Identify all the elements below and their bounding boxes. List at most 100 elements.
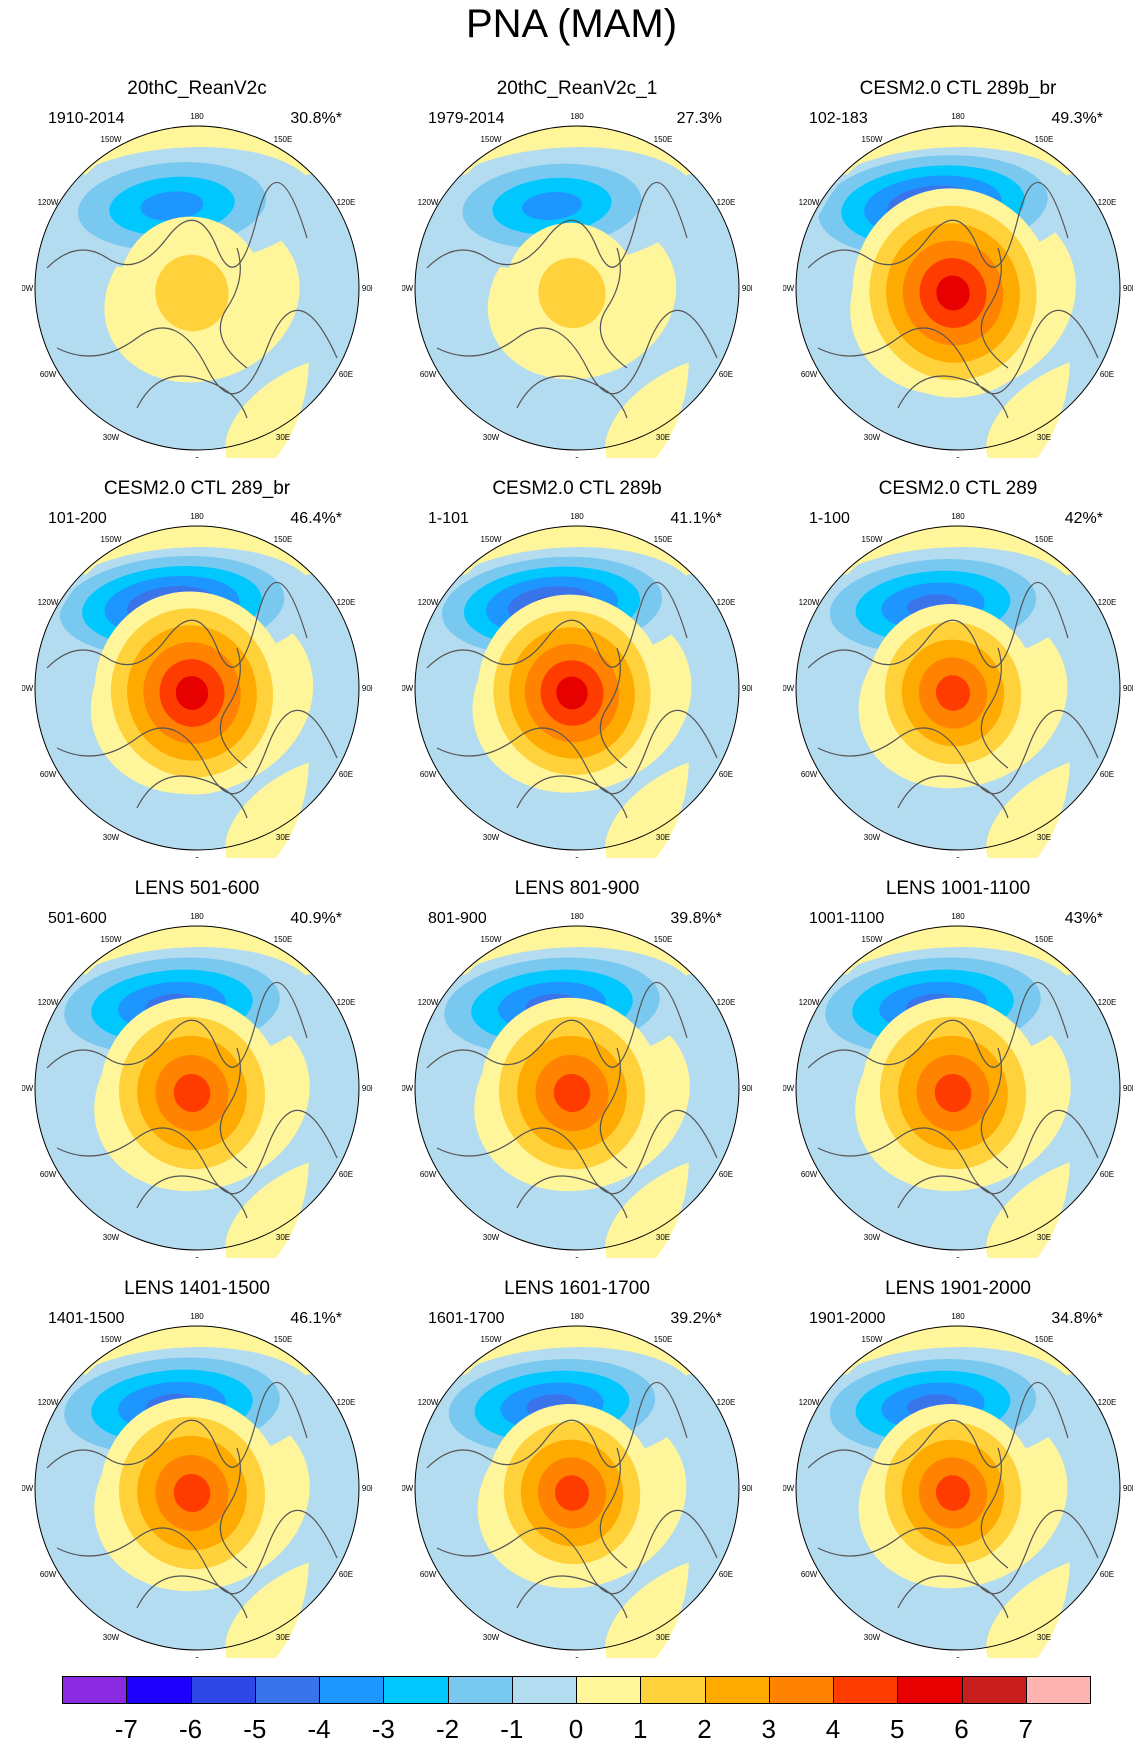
panel-period: 1601-1700 [428, 1310, 505, 1327]
longitude-label: 60W [801, 1570, 818, 1579]
coastline [426, 981, 718, 1219]
longitude-label: 90W [783, 684, 795, 693]
map-panel: 180 150E 120E 90E 60E 30E 0 30W 60W 90W 120W 150W CE… [783, 478, 1133, 858]
map-panel: 180 150E 120E 90E 60E 30E 0 30W 60W 90W 120W 150W 20… [22, 78, 372, 458]
colorbar-segment [447, 1676, 513, 1704]
longitude-label: 90W [22, 1484, 34, 1493]
longitude-label: 180 [190, 912, 204, 921]
longitude-label: 90E [1123, 684, 1133, 693]
colorbar-tick-label: 2 [697, 1714, 712, 1744]
longitude-label: 60E [719, 370, 733, 379]
longitude-label: 90W [783, 1484, 795, 1493]
polar-map: 180 150E 120E 90E 60E 30E 0 30W 60W 90W 120W 150W [402, 912, 752, 1258]
polar-map: 180 150E 120E 90E 60E 30E 0 30W 60W 90W 120W 150W [402, 512, 752, 858]
longitude-label: 0 [195, 1256, 200, 1258]
negative-anomaly-center [140, 191, 204, 221]
longitude-label: 0 [956, 856, 961, 858]
longitude-label: 150E [654, 935, 673, 944]
panel-title: CESM2.0 CTL 289 [878, 478, 1038, 499]
polar-map: 180 150E 120E 90E 60E 30E 0 30W 60W 90W 120W 150W [402, 112, 752, 458]
longitude-label: 30E [276, 1233, 290, 1242]
colorbar-segment [62, 1676, 128, 1704]
longitude-label: 30W [864, 1633, 881, 1642]
panel-variance-percent: 46.1%* [290, 1310, 342, 1327]
panel-variance-percent: 39.2%* [670, 1310, 722, 1327]
panel-period: 1001-1100 [809, 910, 885, 927]
polar-map: 180 150E 120E 90E 60E 30E 0 30W 60W 90W 120W 150W [783, 912, 1133, 1258]
longitude-label: 150W [862, 535, 883, 544]
colorbar-segment [511, 1676, 577, 1704]
map-border [34, 125, 360, 451]
longitude-label: 120E [337, 198, 356, 207]
longitude-label: 150E [274, 535, 293, 544]
longitude-label: 120W [418, 1398, 439, 1407]
map-panel: 180 150E 120E 90E 60E 30E 0 30W 60W 90W 120W 150W LE… [22, 878, 372, 1258]
coastline [46, 981, 338, 1219]
positive-anomaly-center [936, 275, 970, 311]
panel-period: 1-100 [809, 510, 850, 527]
longitude-label: 120W [418, 598, 439, 607]
panel-period: 102-183 [809, 110, 868, 127]
figure-title: PNA (MAM) [465, 2, 678, 46]
polar-map: 180 150E 120E 90E 60E 30E 0 30W 60W 90W 120W 150W [783, 1312, 1133, 1658]
colorbar-tick-label: -7 [114, 1714, 138, 1744]
longitude-label: 60W [801, 1170, 818, 1179]
longitude-label: 120E [1098, 998, 1117, 1007]
longitude-label: 90W [22, 1084, 34, 1093]
colorbar-tick-label: -4 [307, 1714, 331, 1744]
coastline [807, 1381, 1099, 1619]
longitude-label: 120E [717, 1398, 736, 1407]
longitude-label: 120E [717, 598, 736, 607]
polar-map: 180 150E 120E 90E 60E 30E 0 30W 60W 90W 120W 150W [22, 112, 372, 458]
longitude-label: 30E [656, 433, 670, 442]
longitude-label: 150W [862, 935, 883, 944]
longitude-label: 90E [742, 1084, 752, 1093]
longitude-label: 30E [276, 1633, 290, 1642]
longitude-label: 60E [1100, 770, 1114, 779]
longitude-label: 30W [864, 833, 881, 842]
longitude-label: 150W [481, 1335, 502, 1344]
longitude-label: 0 [956, 1256, 961, 1258]
colorbar-segment [704, 1676, 770, 1704]
polar-map: 180 150E 120E 90E 60E 30E 0 30W 60W 90W 120W 150W [22, 912, 372, 1258]
colorbar-tick-label: 3 [761, 1714, 776, 1744]
positive-anomaly-center [173, 1473, 211, 1513]
panel-period: 501-600 [48, 910, 107, 927]
longitude-label: 150W [101, 1335, 122, 1344]
longitude-label: 90W [22, 284, 34, 293]
longitude-label: 0 [195, 456, 200, 458]
longitude-label: 120E [717, 198, 736, 207]
negative-anomaly-center [522, 191, 582, 221]
coastline [807, 181, 1099, 419]
colorbar [62, 1676, 1091, 1706]
longitude-label: 90E [362, 284, 372, 293]
polar-map: 180 150E 120E 90E 60E 30E 0 30W 60W 90W 120W 150W [402, 1312, 752, 1658]
colorbar-segment [833, 1676, 899, 1704]
colorbar-segment [254, 1676, 320, 1704]
longitude-label: 30W [103, 433, 120, 442]
panel-period: 801-900 [428, 910, 487, 927]
longitude-label: 180 [570, 112, 584, 121]
coastline [46, 1381, 338, 1619]
longitude-label: 150W [101, 135, 122, 144]
coastline [426, 581, 718, 819]
longitude-label: 0 [956, 1656, 961, 1658]
longitude-label: 120W [38, 998, 59, 1007]
panel-variance-percent: 30.8%* [290, 110, 342, 127]
colorbar-tick-label: 0 [568, 1714, 584, 1744]
longitude-label: 150W [862, 135, 883, 144]
longitude-label: 180 [190, 1312, 204, 1321]
longitude-label: 60W [420, 370, 437, 379]
longitude-label: 90E [362, 1484, 372, 1493]
longitude-label: 150E [1035, 1335, 1054, 1344]
longitude-label: 150E [274, 1335, 293, 1344]
longitude-label: 120W [799, 198, 820, 207]
longitude-label: 150W [481, 935, 502, 944]
map-border [414, 925, 740, 1251]
longitude-label: 120E [337, 998, 356, 1007]
longitude-label: 90E [742, 684, 752, 693]
map-panel: 180 150E 120E 90E 60E 30E 0 30W 60W 90W 120W 150W CE… [783, 78, 1133, 458]
longitude-label: 180 [570, 1312, 584, 1321]
longitude-label: 180 [190, 512, 204, 521]
longitude-label: 30W [483, 1633, 500, 1642]
